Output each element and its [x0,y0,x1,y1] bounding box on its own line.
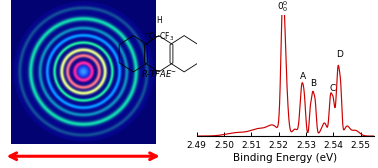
Text: H: H [156,16,162,26]
Text: A: A [300,72,306,81]
Text: D: D [336,50,343,59]
Text: $R$-TFAE$^{-}$: $R$-TFAE$^{-}$ [141,68,177,79]
X-axis label: Binding Energy (eV): Binding Energy (eV) [233,153,338,163]
Text: $0_0^0$: $0_0^0$ [277,0,288,14]
Text: C: C [330,85,336,93]
Text: B: B [310,79,317,88]
Text: $^{-}$O$\!\!-\!\!$CF$_3$: $^{-}$O$\!\!-\!\!$CF$_3$ [144,31,174,43]
